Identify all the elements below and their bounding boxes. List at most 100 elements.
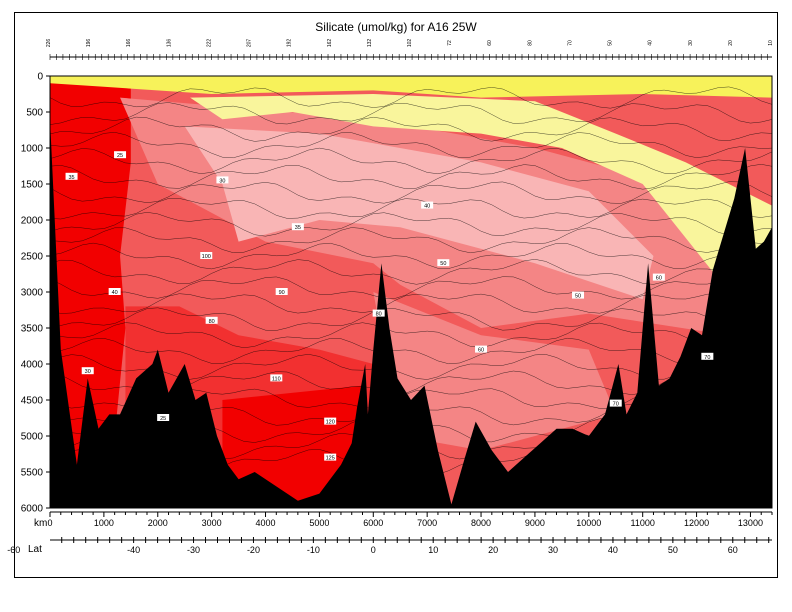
contour-label: 100 xyxy=(202,254,211,260)
km-tick-label: 8000 xyxy=(471,518,491,528)
station-label: 30 xyxy=(688,40,694,46)
contour-labels: 25 30 35 40 50 60 70 80 90 100 110 120 125 25 30 35 40 50… xyxy=(65,151,714,462)
lat-tick-label: -40 xyxy=(127,545,140,555)
contour-label-box xyxy=(324,453,337,461)
contour-line xyxy=(50,181,772,204)
contour-label: 70 xyxy=(613,402,619,408)
station-label: 10 xyxy=(768,40,774,46)
depth-tick-label: 1500 xyxy=(21,180,44,191)
contour-label: 125 xyxy=(326,456,335,462)
lat-tick-label: 50 xyxy=(668,545,678,555)
contour-label-box xyxy=(572,291,585,299)
km-tick-label: 2000 xyxy=(148,518,168,528)
depth-axis: 0 500 1000 1500 2000 2500 3000 3500 4000 4500 5000… xyxy=(21,72,50,515)
depth-tick-label: 6000 xyxy=(21,504,44,515)
depth-tick-label: 1000 xyxy=(21,144,44,155)
km-tick-label: 5000 xyxy=(309,518,329,528)
contour-label-box xyxy=(609,399,622,407)
contour-label-box xyxy=(157,414,170,421)
contour-label: 90 xyxy=(279,290,285,296)
contour-label-box xyxy=(275,288,288,295)
km-axis: 0 1000 2000 3000 4000 5000 6000 7000 8000 9000 100… xyxy=(47,511,773,528)
contour-line xyxy=(50,164,772,190)
depth-tick-label: 4500 xyxy=(21,396,44,407)
km-tick-label: 6000 xyxy=(363,518,383,528)
station-label: 40 xyxy=(648,40,654,46)
station-label: 207 xyxy=(247,39,253,48)
station-label: 192 xyxy=(287,39,293,48)
contour-label-box xyxy=(421,201,434,209)
depth-tick-label: 5500 xyxy=(21,468,44,479)
km-tick-label: 9000 xyxy=(525,518,545,528)
contour-line xyxy=(50,275,772,300)
station-label: 80 xyxy=(527,40,533,46)
lat-tick-label: -10 xyxy=(307,545,320,555)
station-label: 132 xyxy=(367,39,373,48)
contour-label: 50 xyxy=(440,261,446,267)
contour-label: 30 xyxy=(219,178,225,184)
contour-label: 30 xyxy=(85,369,91,375)
lat-tick-label: 10 xyxy=(428,545,438,555)
contour-line xyxy=(50,259,772,285)
depth-tick-label: 0 xyxy=(37,72,43,83)
contour-label-box xyxy=(372,309,385,317)
lat-tick-label: 0 xyxy=(371,545,376,555)
contour-label: 25 xyxy=(117,153,123,159)
lat-tick-label: -30 xyxy=(187,545,200,555)
x-axis-label: km xyxy=(34,518,47,529)
km-tick-label: 12000 xyxy=(684,518,709,528)
contour-line xyxy=(50,132,772,159)
lat-tick-label: 30 xyxy=(548,545,558,555)
station-label: 196 xyxy=(86,39,92,48)
contour-line xyxy=(50,198,772,220)
contour-label: 120 xyxy=(326,420,335,426)
contour-line xyxy=(50,227,772,254)
contour-label: 60 xyxy=(478,348,484,354)
contour-label-box xyxy=(205,316,218,324)
lat-tick-label: 20 xyxy=(488,545,498,555)
contour-label: 110 xyxy=(272,376,281,382)
km-tick-label: 3000 xyxy=(202,518,222,528)
contour-label-box xyxy=(324,417,337,425)
km-tick-label: 1000 xyxy=(94,518,114,528)
lat-tick-label: -60 xyxy=(7,545,20,555)
contour-line xyxy=(50,116,772,142)
contour-line xyxy=(50,147,772,175)
station-label: 162 xyxy=(327,39,333,48)
contour-label: 60 xyxy=(656,276,662,282)
station-label: 166 xyxy=(126,39,132,48)
km-tick-label: 0 xyxy=(47,518,52,528)
depth-tick-label: 2000 xyxy=(21,216,44,227)
depth-tick-label: 5000 xyxy=(21,432,44,443)
contour-label: 25 xyxy=(160,416,166,422)
depth-tick-label: 3000 xyxy=(21,288,44,299)
contour-label-box xyxy=(108,288,121,295)
station-label: 222 xyxy=(206,39,212,48)
latitude-axis: -60 -40 -30 -20 -10 0 10 20 30 40 50 60 xyxy=(7,537,772,555)
contour-label: 50 xyxy=(575,294,581,300)
contour-label: 80 xyxy=(376,312,382,318)
contour-label-box xyxy=(200,252,213,259)
outer-border xyxy=(14,12,778,578)
contour-line xyxy=(50,86,772,109)
contour-label-box xyxy=(81,367,94,375)
fill-band-gt100-south xyxy=(50,76,131,508)
station-label: 20 xyxy=(728,40,734,46)
contour-label-box xyxy=(216,176,229,184)
contour-label: 35 xyxy=(68,175,74,181)
station-label: 102 xyxy=(407,39,413,48)
fill-band-0-10 xyxy=(50,76,772,98)
seafloor-bathymetry xyxy=(50,119,772,508)
depth-tick-label: 4000 xyxy=(21,360,44,371)
lat-axis-label: Lat xyxy=(28,544,42,555)
contour-label-box xyxy=(475,345,488,353)
depth-tick-label: 3500 xyxy=(21,324,44,335)
km-tick-label: 13000 xyxy=(738,518,763,528)
seafloor xyxy=(50,119,772,508)
km-tick-label: 7000 xyxy=(417,518,437,528)
station-label: 70 xyxy=(567,40,573,46)
km-tick-label: 11000 xyxy=(631,518,655,528)
contour-label-box xyxy=(701,352,714,360)
contour-line xyxy=(50,293,772,314)
